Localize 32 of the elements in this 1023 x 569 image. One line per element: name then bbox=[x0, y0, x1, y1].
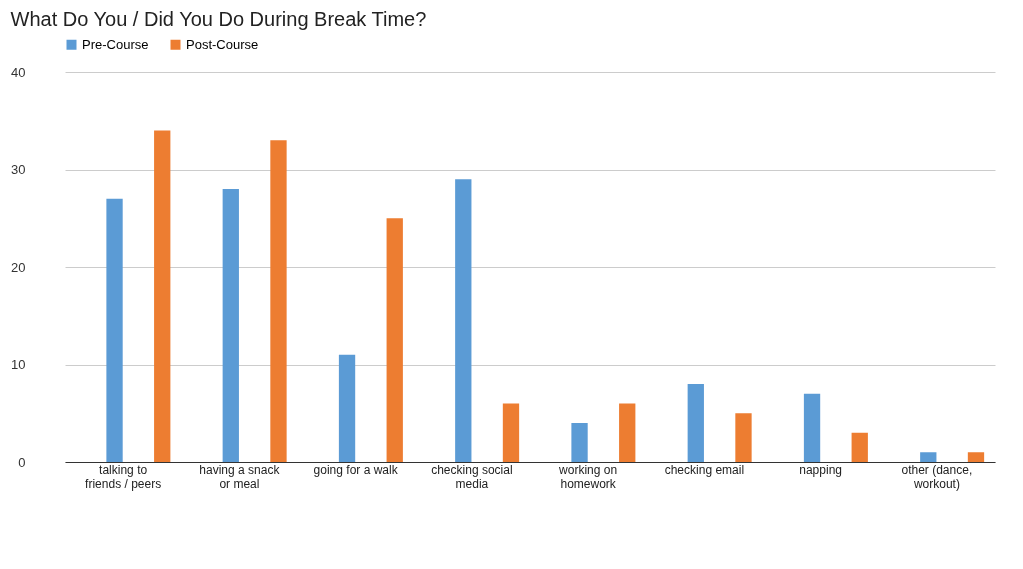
x-tick-label: talking to friends / peers bbox=[85, 462, 162, 491]
x-tick-label: napping bbox=[799, 462, 842, 477]
x-tick-label: checking email bbox=[664, 462, 745, 477]
bar bbox=[106, 198, 123, 462]
bar bbox=[455, 179, 472, 462]
bar bbox=[735, 413, 752, 462]
legend-label: Post-Course bbox=[186, 36, 259, 52]
x-tick-label: working on homework bbox=[558, 462, 618, 491]
y-tick-label: 30 bbox=[11, 162, 26, 177]
x-tick-label: going for a walk bbox=[313, 462, 399, 477]
bar bbox=[687, 384, 704, 462]
bar bbox=[154, 130, 171, 462]
bar bbox=[967, 452, 985, 462]
x-tick-label: other (dance, workout) bbox=[901, 462, 973, 491]
chart-title: What Do You / Did You Do During Break Time? bbox=[10, 8, 427, 30]
bar bbox=[803, 393, 821, 462]
x-tick-label: checking social media bbox=[431, 462, 513, 491]
bar bbox=[571, 423, 588, 462]
y-tick-label: 40 bbox=[11, 64, 26, 80]
bar bbox=[851, 432, 868, 462]
bar bbox=[222, 189, 239, 462]
x-tick-label: having a snack or meal bbox=[199, 462, 281, 491]
y-tick-label: 20 bbox=[11, 259, 26, 275]
bar bbox=[502, 403, 520, 462]
bar bbox=[619, 403, 636, 462]
y-tick-label: 10 bbox=[11, 357, 26, 372]
bar bbox=[920, 452, 937, 462]
bar bbox=[386, 218, 403, 462]
y-tick-label: 0 bbox=[18, 454, 26, 470]
bar bbox=[270, 140, 287, 462]
legend-label: Pre-Course bbox=[82, 36, 149, 52]
bar bbox=[338, 354, 356, 462]
